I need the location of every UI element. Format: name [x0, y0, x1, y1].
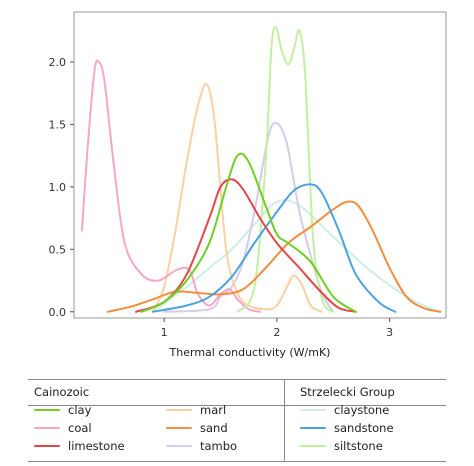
x-tick-label-0: 1: [161, 326, 168, 339]
series-line-sand: [106, 200, 442, 313]
legend-item-sand: sand: [166, 420, 228, 436]
series-line-marl: [151, 82, 323, 313]
plot-frame: [73, 11, 447, 319]
y-tick-label-1: 0.5: [49, 243, 67, 256]
series-line-clay: [140, 152, 357, 313]
series-line-limestone: [135, 178, 357, 313]
legend-swatch-sandstone: [300, 426, 326, 430]
legend-swatch-siltstone: [300, 444, 326, 448]
legend-bottom-rule: [28, 461, 446, 462]
legend-swatch-tambo: [166, 444, 192, 448]
series-line-claystone: [151, 199, 442, 313]
legend-item-marl: marl: [166, 402, 226, 418]
legend-label-sand: sand: [200, 421, 228, 435]
legend-item-siltstone: siltstone: [300, 438, 383, 454]
legend: Cainozoic Strzelecki Group clay coal limes…: [0, 372, 474, 466]
legend-swatch-claystone: [300, 408, 326, 412]
legend-item-coal: coal: [34, 420, 92, 436]
y-tick-label-2: 1.0: [49, 181, 67, 194]
density-plot: 0.0 0.5 1.0 1.5 2.0 1 2 3 Thermal conductivity (…: [49, 11, 447, 359]
legend-item-claystone: claystone: [300, 402, 389, 418]
legend-item-tambo: tambo: [166, 438, 237, 454]
legend-label-siltstone: siltstone: [334, 439, 383, 453]
y-tick-label-3: 1.5: [49, 118, 67, 131]
legend-label-tambo: tambo: [200, 439, 238, 453]
legend-swatch-sand: [166, 426, 192, 430]
legend-label-limestone: limestone: [68, 439, 125, 453]
legend-label-marl: marl: [200, 403, 227, 417]
y-tick-label-0: 0.0: [49, 306, 67, 319]
series-line-coal: [80, 59, 261, 313]
legend-item-limestone: limestone: [34, 438, 125, 454]
x-tick-label-2: 3: [386, 326, 393, 339]
series-line-siltstone: [236, 26, 335, 313]
legend-item-sandstone: sandstone: [300, 420, 394, 436]
legend-swatch-coal: [34, 426, 60, 430]
legend-label-sandstone: sandstone: [334, 421, 394, 435]
legend-item-clay: clay: [34, 402, 91, 418]
legend-swatch-limestone: [34, 444, 60, 448]
y-tick-label-4: 2.0: [49, 56, 67, 69]
legend-swatch-marl: [166, 408, 192, 412]
legend-divider: [284, 379, 285, 461]
x-axis-title: Thermal conductivity (W/mK): [169, 346, 331, 359]
legend-group-title-cainozoic: Cainozoic: [34, 385, 90, 399]
legend-left-header-rule: [28, 405, 284, 406]
legend-top-rule: [28, 379, 446, 380]
legend-group-title-strzelecki: Strzelecki Group: [300, 385, 395, 399]
legend-label-clay: clay: [68, 403, 92, 417]
legend-label-claystone: claystone: [334, 403, 390, 417]
series-line-sandstone: [151, 183, 397, 313]
legend-swatch-clay: [34, 408, 60, 412]
legend-right-header-rule: [284, 405, 446, 406]
legend-label-coal: coal: [68, 421, 92, 435]
x-tick-label-1: 2: [273, 326, 280, 339]
